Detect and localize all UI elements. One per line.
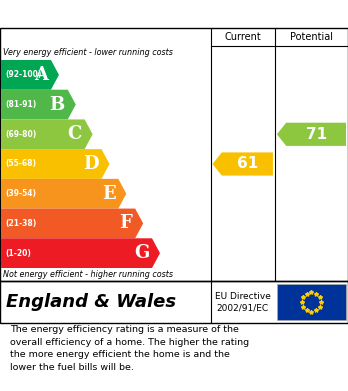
Text: (21-38): (21-38) — [5, 219, 36, 228]
Text: (81-91): (81-91) — [5, 100, 36, 109]
Text: Current: Current — [224, 32, 261, 42]
Polygon shape — [1, 179, 126, 208]
Text: F: F — [119, 214, 132, 232]
Text: (92-100): (92-100) — [5, 70, 41, 79]
Text: D: D — [83, 155, 98, 173]
Text: (1-20): (1-20) — [5, 249, 31, 258]
Text: England & Wales: England & Wales — [6, 293, 176, 311]
Text: B: B — [49, 95, 65, 113]
Text: Not energy efficient - higher running costs: Not energy efficient - higher running co… — [3, 270, 173, 279]
Text: (69-80): (69-80) — [5, 130, 36, 139]
Text: Energy Efficiency Rating: Energy Efficiency Rating — [7, 7, 198, 21]
Polygon shape — [1, 90, 76, 119]
Text: C: C — [67, 125, 82, 143]
Text: The energy efficiency rating is a measure of the
overall efficiency of a home. T: The energy efficiency rating is a measur… — [10, 325, 250, 371]
Polygon shape — [1, 238, 160, 268]
Text: E: E — [102, 185, 115, 203]
Text: 71: 71 — [306, 127, 327, 142]
Polygon shape — [277, 123, 346, 146]
Text: A: A — [34, 66, 48, 84]
Polygon shape — [1, 119, 93, 149]
Bar — [277, 284, 346, 320]
Polygon shape — [1, 60, 59, 90]
Text: 61: 61 — [237, 156, 258, 172]
Text: Potential: Potential — [290, 32, 333, 42]
Polygon shape — [1, 149, 110, 179]
Text: (39-54): (39-54) — [5, 189, 36, 198]
Polygon shape — [213, 152, 273, 176]
Text: (55-68): (55-68) — [5, 160, 36, 169]
Polygon shape — [1, 208, 143, 238]
Text: EU Directive
2002/91/EC: EU Directive 2002/91/EC — [215, 292, 271, 312]
Text: Very energy efficient - lower running costs: Very energy efficient - lower running co… — [3, 48, 173, 57]
Text: G: G — [134, 244, 149, 262]
